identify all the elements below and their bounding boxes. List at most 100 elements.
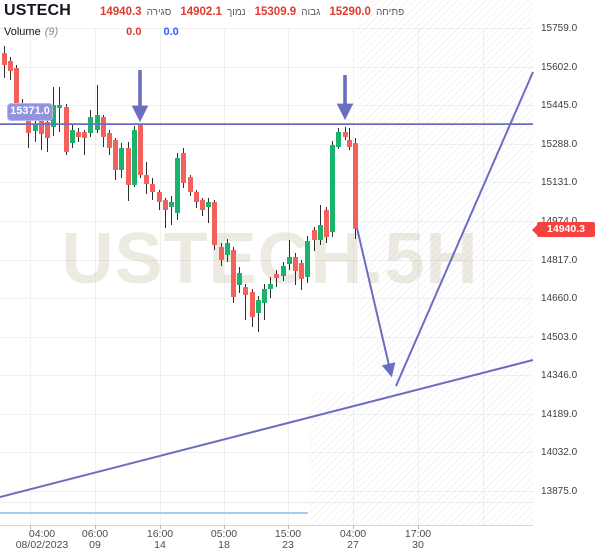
candle-down xyxy=(100,117,106,138)
indicator-name[interactable]: Volume xyxy=(4,26,41,38)
time-axis-label: 04:00 08/02/2023 xyxy=(15,528,69,551)
future-hatch-area xyxy=(310,392,358,525)
candle-wick xyxy=(127,142,129,201)
indicator-row: Volume (9) 0.0 0.0 xyxy=(4,26,413,42)
candle-down xyxy=(199,200,205,211)
candle-down xyxy=(187,176,193,192)
candle-down xyxy=(156,191,162,202)
candle-wick xyxy=(53,87,55,136)
candle-down xyxy=(1,53,7,66)
candle-wick xyxy=(77,128,79,142)
candle-up xyxy=(336,132,342,147)
price-axis-label: 15131.0 xyxy=(541,177,578,189)
candle-down xyxy=(193,191,199,202)
time-axis-label: 04:00 27 xyxy=(339,528,367,551)
candle-wick xyxy=(349,128,350,151)
candle-wick xyxy=(201,198,203,216)
candle-down xyxy=(125,147,131,185)
candle-down xyxy=(44,121,50,139)
candle-up xyxy=(255,300,261,313)
candle-wick xyxy=(183,148,185,188)
candle-wick xyxy=(189,175,191,197)
candle-down xyxy=(162,200,168,211)
candle-wick xyxy=(102,115,104,147)
candle-wick xyxy=(96,85,98,133)
candle-up xyxy=(88,117,94,133)
quote-row: USTECH 14940.3 סגירה 14902.1 נמוך 15309.… xyxy=(4,2,413,20)
candle-down xyxy=(144,175,150,185)
candle-down xyxy=(82,132,88,139)
candle-wick xyxy=(34,117,36,142)
candle-down xyxy=(137,125,143,175)
time-axis-border xyxy=(0,525,533,526)
candle-wick xyxy=(84,130,86,156)
candle-up xyxy=(32,124,38,131)
price-axis-label: 15759.0 xyxy=(541,23,578,34)
candle-down xyxy=(347,140,352,147)
candle-down xyxy=(63,107,69,153)
candle-wick xyxy=(59,87,61,132)
price-axis-label: 14346.0 xyxy=(541,370,578,382)
candle-wick xyxy=(9,57,11,81)
price-axis-label: 14817.0 xyxy=(541,254,578,266)
candle-up xyxy=(69,130,75,143)
symbol-title[interactable]: USTECH xyxy=(4,2,71,19)
candle-wick xyxy=(65,104,67,156)
last-price-badge: 14940.3 xyxy=(532,222,595,237)
quote-high-label: גבוה xyxy=(301,7,321,18)
quote-low-label: נמוך xyxy=(226,7,246,18)
support-trendline[interactable] xyxy=(0,359,534,498)
pane-separator xyxy=(0,502,533,503)
candle-up xyxy=(206,202,212,208)
quote-close-value: 14940.3 xyxy=(100,6,142,18)
candle-wick xyxy=(257,296,259,333)
candle-wick xyxy=(133,126,135,187)
candle-up xyxy=(175,158,181,213)
alert-line-price-badge[interactable]: 15371.0 xyxy=(7,103,53,121)
candle-down xyxy=(113,140,119,171)
quote-high-value: 15309.9 xyxy=(254,6,297,18)
candle-up xyxy=(94,115,100,130)
time-axis-label: 15:00 23 xyxy=(274,528,302,551)
candle-up xyxy=(168,202,174,208)
price-axis-label: 14189.0 xyxy=(541,408,578,420)
candle-wick xyxy=(146,161,148,194)
candle-up xyxy=(119,147,125,170)
candle-wick xyxy=(177,153,179,221)
quote-close-label: סגירה xyxy=(146,7,172,18)
time-axis-label: 05:00 18 xyxy=(210,528,238,551)
candle-down xyxy=(7,60,13,71)
candle-up xyxy=(131,130,137,185)
candle-wick xyxy=(158,190,160,211)
price-axis-label: 15445.0 xyxy=(541,100,578,112)
indicator-value-b: 0.0 xyxy=(163,26,179,38)
quote-open-label: פתיחה xyxy=(375,7,405,18)
price-axis-label: 14032.0 xyxy=(541,447,578,459)
candle-down xyxy=(38,119,44,134)
price-axis-label: 15602.0 xyxy=(541,61,578,73)
candle-down xyxy=(342,132,348,138)
candle-down xyxy=(353,143,358,230)
candle-wick xyxy=(195,190,197,209)
indicator-value-a: 0.0 xyxy=(126,26,142,38)
candle-down xyxy=(106,132,112,148)
quote-open-value: 15290.0 xyxy=(329,6,371,18)
candle-wick xyxy=(152,177,154,201)
candle-wick xyxy=(139,124,141,178)
time-axis-label: 16:00 14 xyxy=(146,528,174,551)
candle-down xyxy=(75,132,81,138)
candle-wick xyxy=(121,143,123,179)
candle-wick xyxy=(90,110,92,138)
candle-wick xyxy=(3,45,5,78)
time-axis-label: 06:00 09 xyxy=(81,528,109,551)
indicator-param: (9) xyxy=(44,26,59,38)
price-axis-label: 14660.0 xyxy=(541,293,578,305)
chart-watermark: USTECH.5H xyxy=(61,219,479,299)
candle-wick xyxy=(71,124,73,148)
price-axis-label: 14503.0 xyxy=(541,331,578,343)
chart-legend: USTECH 14940.3 סגירה 14902.1 נמוך 15309.… xyxy=(4,2,413,42)
quote-low-value: 14902.1 xyxy=(180,6,222,18)
candle-down xyxy=(181,153,187,184)
candle-up xyxy=(57,104,63,108)
